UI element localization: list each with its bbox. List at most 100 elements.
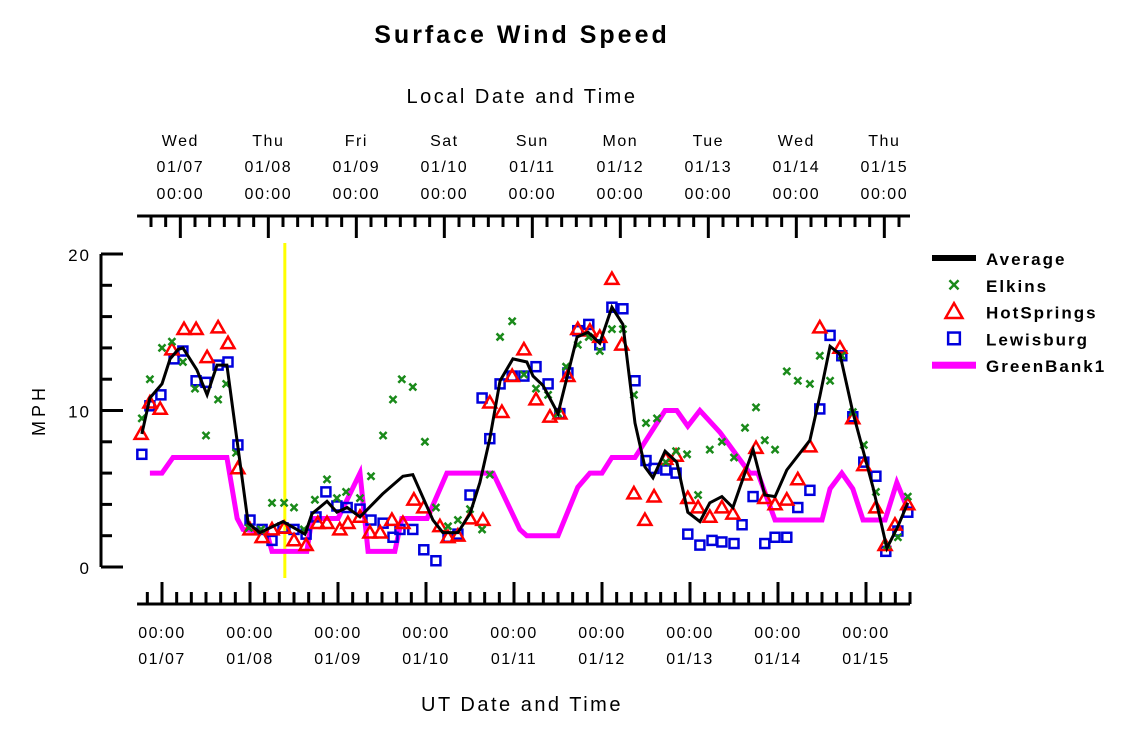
legend-swatch-greenbank1 bbox=[932, 361, 976, 369]
point-elkins bbox=[341, 487, 351, 497]
point-hotsprings bbox=[132, 424, 150, 441]
point-elkins bbox=[366, 471, 376, 481]
point-hotsprings bbox=[481, 393, 499, 409]
point-hotsprings bbox=[603, 270, 621, 286]
top-tick-label-date: 01/14 bbox=[773, 159, 821, 176]
point-hotsprings bbox=[383, 511, 401, 527]
point-elkins bbox=[397, 374, 407, 384]
point-hotsprings bbox=[493, 403, 511, 419]
point-lewisburg bbox=[694, 539, 706, 551]
point-hotsprings bbox=[541, 407, 559, 423]
legend-swatch-average bbox=[932, 255, 976, 261]
point-hotsprings bbox=[527, 390, 545, 406]
bottom-tick-label-time: 00:00 bbox=[666, 625, 714, 642]
point-elkins bbox=[201, 431, 211, 440]
bottom-tick-label-date: 01/13 bbox=[666, 651, 714, 668]
point-hotsprings bbox=[219, 334, 237, 350]
bottom-tick-label-date: 01/07 bbox=[138, 651, 186, 668]
point-hotsprings bbox=[275, 518, 293, 534]
point-hotsprings bbox=[625, 484, 643, 500]
top-tick-label-day: Wed bbox=[778, 133, 815, 150]
legend-label-average: Average bbox=[986, 250, 1066, 269]
bottom-axis-label: UT Date and Time bbox=[421, 694, 623, 716]
point-lewisburg bbox=[583, 318, 595, 331]
point-lewisburg bbox=[464, 489, 476, 501]
point-hotsprings bbox=[569, 320, 587, 336]
bottom-tick-label-time: 00:00 bbox=[402, 625, 450, 642]
point-lewisburg bbox=[407, 523, 419, 536]
bottom-tick-label-time: 00:00 bbox=[490, 625, 538, 642]
point-hotsprings bbox=[439, 528, 457, 544]
bottom-tick-label-date: 01/09 bbox=[314, 651, 362, 668]
point-hotsprings bbox=[766, 495, 784, 511]
point-lewisburg bbox=[136, 448, 148, 461]
point-elkins bbox=[431, 503, 441, 512]
bottom-tick-label-date: 01/11 bbox=[491, 651, 537, 668]
legend: Average Elkins HotSprings Lewisburg GreenBan… bbox=[932, 250, 1106, 376]
top-tick-label-time: 00:00 bbox=[509, 186, 557, 203]
point-lewisburg bbox=[155, 389, 167, 401]
top-tick-label-time: 00:00 bbox=[685, 186, 733, 203]
bottom-tick-label-time: 00:00 bbox=[754, 625, 802, 642]
point-hotsprings bbox=[339, 514, 357, 530]
point-elkins bbox=[751, 402, 761, 412]
top-tick-label-time: 00:00 bbox=[157, 186, 205, 203]
point-elkins bbox=[782, 366, 792, 376]
point-elkins bbox=[190, 384, 200, 393]
point-lewisburg bbox=[530, 360, 542, 373]
point-elkins bbox=[519, 370, 529, 379]
point-hotsprings bbox=[151, 399, 169, 416]
point-hotsprings bbox=[318, 514, 336, 530]
point-elkins bbox=[213, 395, 223, 404]
point-elkins bbox=[178, 357, 188, 367]
point-lewisburg bbox=[660, 464, 672, 476]
legend-marker-hotsprings bbox=[943, 300, 965, 320]
bottom-tick-label-time: 00:00 bbox=[138, 625, 186, 642]
top-tick-label-time: 00:00 bbox=[245, 186, 293, 203]
point-lewisburg bbox=[824, 329, 836, 342]
chart-title: Surface Wind Speed bbox=[374, 21, 670, 49]
top-tick-label-date: 01/15 bbox=[861, 159, 909, 176]
point-hotsprings bbox=[713, 498, 731, 514]
point-hotsprings bbox=[778, 490, 796, 506]
point-hotsprings bbox=[163, 340, 181, 356]
top-tick-label-time: 00:00 bbox=[773, 186, 821, 203]
point-elkins bbox=[477, 525, 487, 534]
top-axis-label: Local Date and Time bbox=[407, 86, 638, 108]
legend-label-greenbank1: GreenBank1 bbox=[986, 357, 1106, 376]
legend-label-elkins: Elkins bbox=[986, 277, 1048, 296]
point-hotsprings bbox=[811, 318, 829, 334]
point-elkins bbox=[355, 493, 365, 503]
point-hotsprings bbox=[736, 465, 754, 481]
point-lewisburg bbox=[629, 375, 641, 387]
point-lewisburg bbox=[870, 470, 882, 482]
point-hotsprings bbox=[253, 528, 271, 544]
y-tick-label: 0 bbox=[80, 559, 91, 578]
bottom-tick-label-date: 01/08 bbox=[226, 651, 274, 668]
point-lewisburg bbox=[814, 403, 826, 415]
point-elkins bbox=[661, 457, 671, 467]
point-hotsprings bbox=[724, 504, 742, 520]
top-tick-label-day: Mon bbox=[603, 133, 639, 150]
point-hotsprings bbox=[198, 348, 216, 364]
point-hotsprings bbox=[789, 470, 807, 486]
point-elkins bbox=[793, 376, 803, 386]
top-tick-label-date: 01/13 bbox=[685, 159, 733, 176]
point-hotsprings bbox=[756, 489, 774, 505]
point-hotsprings bbox=[361, 523, 379, 539]
top-tick-label-day: Sat bbox=[430, 133, 459, 150]
point-elkins bbox=[420, 437, 430, 447]
point-lewisburg bbox=[781, 531, 793, 544]
point-elkins bbox=[760, 435, 770, 445]
point-elkins bbox=[607, 324, 617, 334]
point-hotsprings bbox=[867, 498, 885, 514]
point-lewisburg bbox=[387, 531, 399, 544]
top-tick-label-date: 01/09 bbox=[333, 159, 381, 176]
point-elkins bbox=[693, 490, 703, 500]
point-elkins bbox=[267, 498, 277, 508]
point-lewisburg bbox=[706, 534, 718, 547]
point-hotsprings bbox=[285, 531, 303, 547]
y-tick-label: 20 bbox=[68, 246, 91, 265]
point-elkins bbox=[145, 374, 155, 384]
